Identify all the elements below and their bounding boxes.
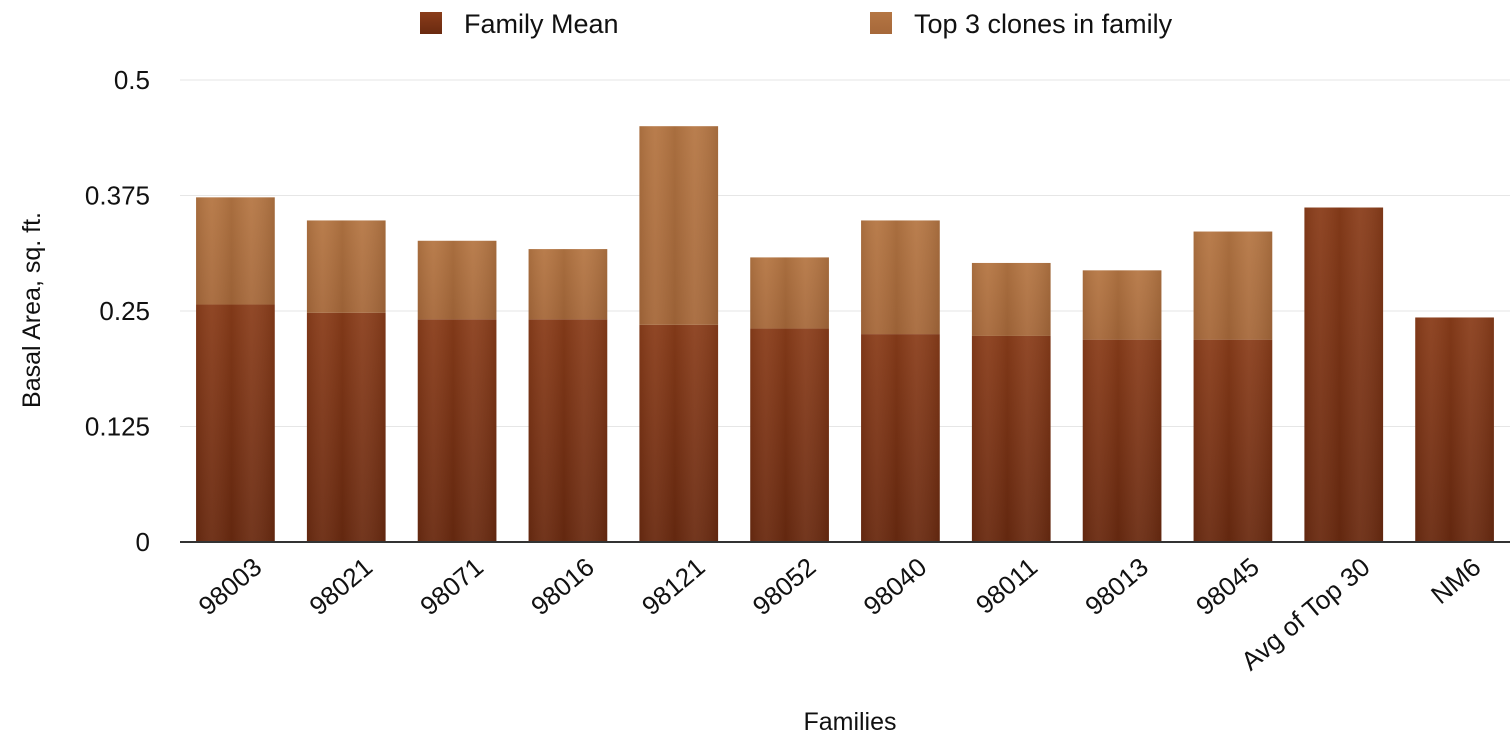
bar-texture bbox=[1082, 270, 1162, 340]
y-axis-ticks: 0 0.125 0.25 0.375 0.5 bbox=[85, 65, 150, 557]
x-tick-label: NM6 bbox=[1425, 552, 1486, 610]
x-tick-label: 98011 bbox=[970, 552, 1043, 620]
x-tick-label: 98071 bbox=[414, 552, 489, 621]
y-tick-label: 0.25 bbox=[99, 296, 150, 326]
bar-texture bbox=[861, 334, 940, 542]
y-tick-label: 0.125 bbox=[85, 412, 150, 442]
x-tick-label: 98016 bbox=[525, 552, 600, 621]
x-tick-label: 98021 bbox=[303, 552, 378, 621]
legend-swatch bbox=[420, 12, 442, 34]
bar-texture bbox=[639, 126, 719, 325]
bar-texture bbox=[196, 197, 275, 305]
legend-swatch bbox=[870, 12, 892, 34]
x-tick-label: 98040 bbox=[858, 552, 933, 621]
x-axis-title: Families bbox=[803, 708, 896, 736]
bar-texture bbox=[417, 319, 497, 542]
bar-texture bbox=[1193, 231, 1273, 340]
x-tick-label: 98003 bbox=[193, 552, 268, 621]
bar-texture bbox=[750, 328, 829, 542]
y-tick-label: 0.375 bbox=[85, 181, 150, 211]
bar-texture bbox=[1415, 317, 1494, 542]
x-axis-ticks: 98003 98021 98071 98016 98121 98052 98040 98011… bbox=[193, 552, 1487, 677]
bar-texture bbox=[1082, 339, 1162, 542]
bar-texture bbox=[306, 220, 386, 313]
bar-texture bbox=[1193, 339, 1273, 542]
bar-texture bbox=[306, 312, 386, 542]
gridlines bbox=[180, 79, 1510, 427]
bar-texture bbox=[528, 319, 608, 542]
bar-texture bbox=[971, 262, 1051, 336]
legend: Family Mean Top 3 clones in family bbox=[420, 9, 1173, 39]
legend-label: Top 3 clones in family bbox=[914, 9, 1173, 39]
x-tick-label: 98052 bbox=[747, 552, 822, 621]
bar-texture bbox=[861, 220, 940, 335]
bar-texture bbox=[196, 304, 275, 542]
x-tick-label: 98045 bbox=[1190, 552, 1265, 621]
legend-label: Family Mean bbox=[464, 9, 619, 39]
bar-texture bbox=[971, 335, 1051, 542]
bar-texture bbox=[1304, 207, 1384, 542]
y-tick-label: 0.5 bbox=[114, 65, 150, 95]
bar-texture bbox=[639, 324, 719, 542]
y-axis-title: Basal Area, sq. ft. bbox=[18, 212, 46, 408]
y-tick-label: 0 bbox=[136, 527, 150, 557]
bar-texture bbox=[528, 249, 608, 320]
bars bbox=[196, 126, 1494, 542]
bar-texture bbox=[750, 257, 829, 329]
x-tick-label: 98121 bbox=[636, 552, 711, 621]
bar-texture bbox=[417, 240, 497, 320]
x-tick-label: 98013 bbox=[1079, 552, 1154, 621]
